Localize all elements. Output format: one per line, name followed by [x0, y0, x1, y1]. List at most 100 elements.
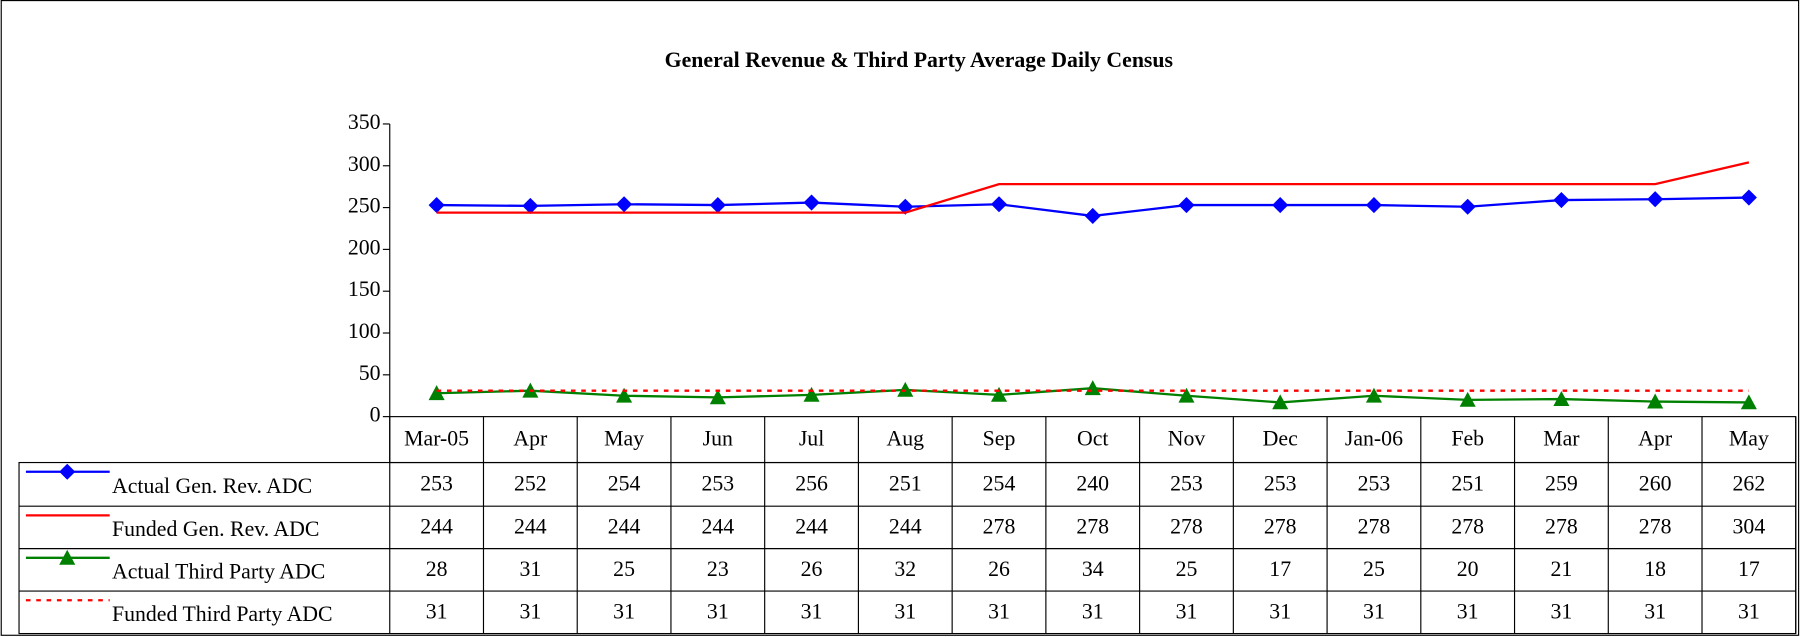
x-tick-label: Feb	[1451, 427, 1484, 451]
table-value: 278	[1358, 515, 1391, 539]
legend-label: Actual Gen. Rev. ADC	[112, 474, 312, 498]
table-value: 260	[1639, 471, 1672, 495]
table-value: 244	[795, 515, 828, 539]
table-value: 31	[707, 599, 729, 623]
table-value: 31	[519, 557, 541, 581]
table-value: 31	[1738, 599, 1760, 623]
table-value: 278	[1264, 515, 1297, 539]
table-value: 31	[1363, 599, 1385, 623]
table-value: 251	[1451, 471, 1484, 495]
marker	[59, 549, 76, 565]
y-tick-label: 0	[370, 403, 381, 427]
marker	[1178, 387, 1195, 403]
table-value: 25	[1363, 557, 1385, 581]
table-value: 31	[613, 599, 635, 623]
y-tick-label: 50	[359, 361, 381, 385]
table-value: 31	[1082, 599, 1104, 623]
y-tick-label: 350	[348, 110, 381, 134]
x-tick-label: Jul	[799, 427, 824, 451]
x-tick-label: Mar-05	[404, 427, 469, 451]
marker	[616, 387, 633, 403]
table-value: 240	[1076, 471, 1109, 495]
marker	[990, 386, 1008, 402]
table-value: 31	[1176, 599, 1198, 623]
marker	[1272, 394, 1289, 410]
marker	[1178, 197, 1195, 214]
table-value: 34	[1082, 557, 1104, 581]
table-value: 17	[1269, 557, 1291, 581]
marker	[1553, 192, 1570, 209]
marker	[990, 196, 1008, 213]
table-value: 31	[894, 599, 916, 623]
marker	[1647, 393, 1664, 409]
marker	[1459, 391, 1476, 407]
table-value: 278	[983, 515, 1016, 539]
marker	[428, 197, 445, 214]
series-line	[436, 161, 1750, 214]
table-value: 31	[426, 599, 448, 623]
x-tick-label: Sep	[983, 427, 1016, 451]
table-value: 31	[1551, 599, 1573, 623]
table-value: 244	[514, 515, 547, 539]
table-value: 31	[801, 599, 823, 623]
marker	[1272, 197, 1289, 214]
table-value: 26	[801, 557, 823, 581]
table-value: 25	[613, 557, 635, 581]
table-value: 254	[608, 471, 641, 495]
marker	[1740, 189, 1757, 206]
table-value: 20	[1457, 557, 1479, 581]
table-value: 28	[426, 557, 448, 581]
table-value: 244	[889, 515, 922, 539]
table-value: 252	[514, 471, 547, 495]
table-value: 256	[795, 471, 828, 495]
table-value: 278	[1639, 515, 1672, 539]
table-value: 17	[1738, 557, 1760, 581]
table-value: 262	[1733, 471, 1766, 495]
table-value: 253	[701, 471, 734, 495]
table-value: 278	[1545, 515, 1578, 539]
marker	[616, 196, 633, 213]
table-value: 31	[1644, 599, 1666, 623]
marker	[1459, 198, 1476, 215]
table-value: 278	[1170, 515, 1203, 539]
table-value: 253	[420, 471, 453, 495]
table-value: 31	[1269, 599, 1291, 623]
table-value: 18	[1644, 557, 1666, 581]
table-value: 244	[701, 515, 734, 539]
y-tick-label: 100	[348, 319, 381, 343]
table-value: 244	[608, 515, 641, 539]
table-value: 251	[889, 471, 922, 495]
table-value: 244	[420, 515, 453, 539]
table-value: 253	[1264, 471, 1297, 495]
table-value: 259	[1545, 471, 1578, 495]
marker	[803, 194, 820, 211]
x-tick-label: Dec	[1263, 427, 1298, 451]
x-tick-label: May	[1729, 427, 1769, 451]
table-value: 278	[1451, 515, 1484, 539]
table-value: 304	[1733, 515, 1766, 539]
y-tick-label: 200	[348, 235, 381, 259]
marker	[897, 381, 914, 397]
x-tick-label: Mar	[1543, 427, 1580, 451]
table-value: 278	[1076, 515, 1109, 539]
x-tick-label: May	[604, 427, 644, 451]
table-value: 253	[1358, 471, 1391, 495]
x-tick-label: Apr	[1638, 427, 1673, 451]
marker	[1553, 391, 1570, 406]
table-value: 23	[707, 557, 729, 581]
x-tick-label: Aug	[887, 427, 925, 451]
y-tick-label: 150	[348, 277, 381, 301]
x-tick-label: Jun	[703, 427, 733, 451]
table-value: 25	[1176, 557, 1198, 581]
marker	[1365, 387, 1382, 403]
x-tick-label: Oct	[1077, 427, 1108, 451]
marker	[1740, 394, 1757, 410]
table-value: 31	[988, 599, 1010, 623]
y-tick-label: 250	[348, 194, 381, 218]
legend-label: Actual Third Party ADC	[112, 559, 325, 583]
table-value: 26	[988, 557, 1010, 581]
table-value: 253	[1170, 471, 1203, 495]
marker	[522, 197, 539, 214]
